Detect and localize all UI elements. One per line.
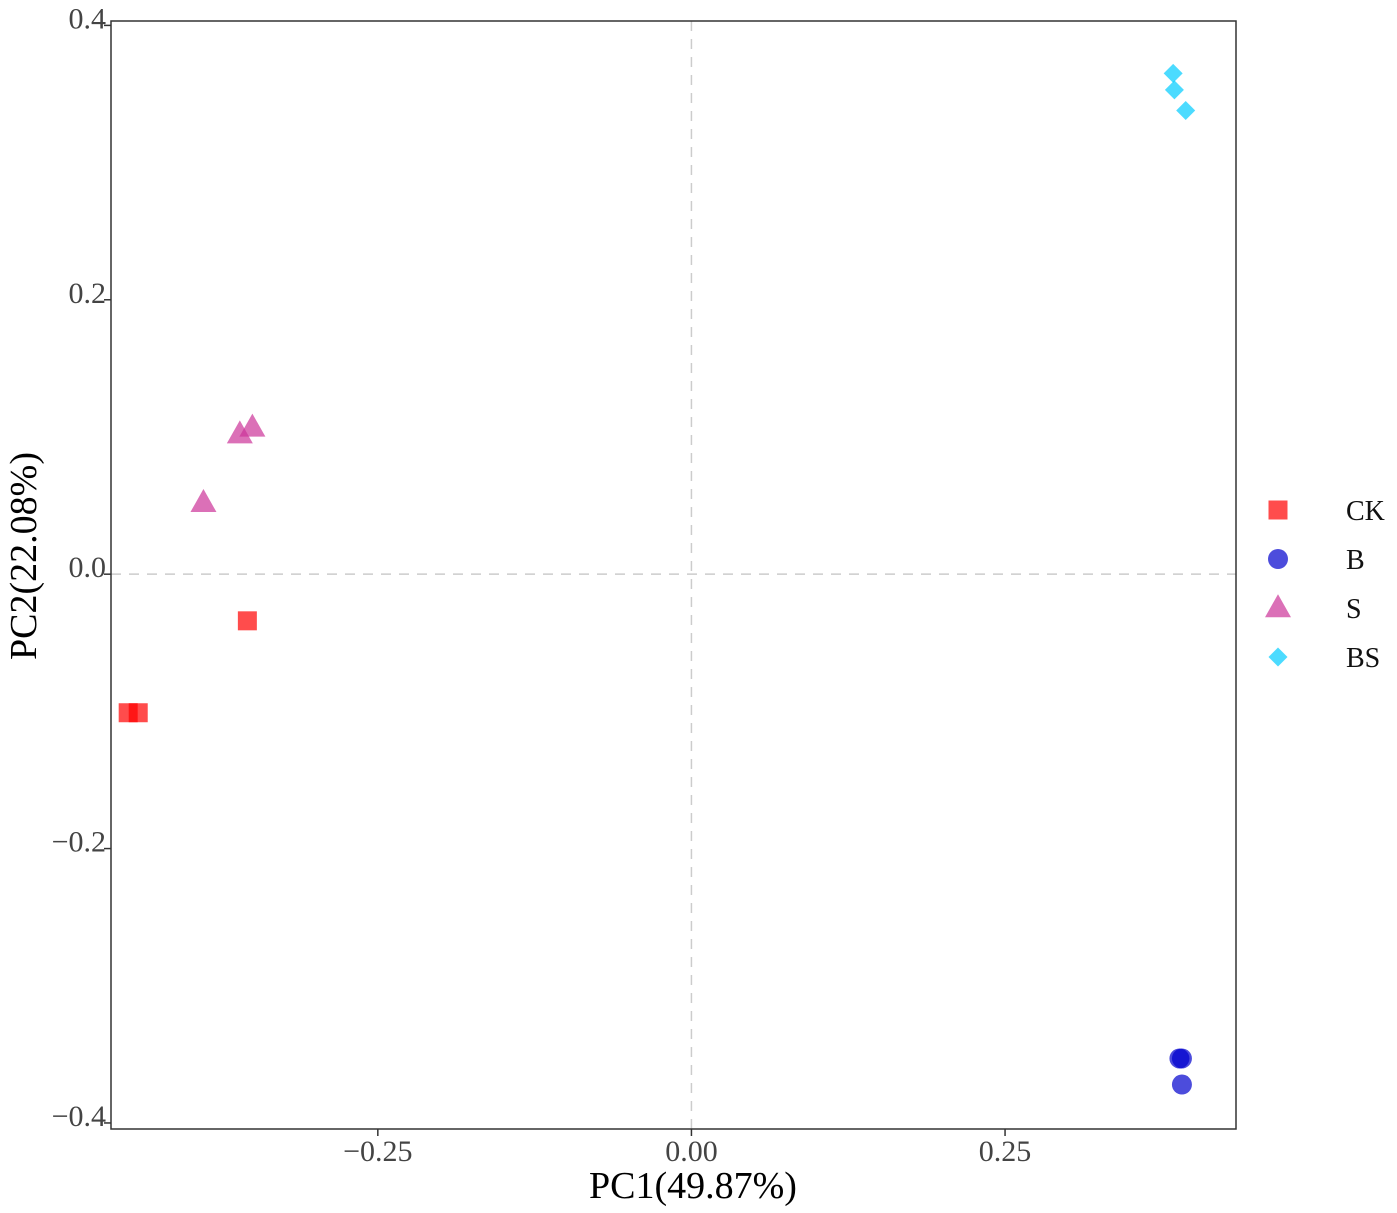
y-tick-label: 0.2 (69, 277, 107, 310)
point-b (1171, 1074, 1192, 1095)
legend-label-ck: CK (1346, 496, 1385, 527)
point-s (190, 489, 217, 513)
x-axis-ticks: −0.25 0.00 0.25 (343, 1129, 1031, 1168)
y-tick-label: 0.0 (69, 551, 107, 584)
point-s (239, 413, 266, 437)
point-ck (128, 703, 148, 723)
point-bs (1164, 80, 1184, 100)
legend-key-s (1265, 594, 1291, 618)
reference-lines (111, 21, 1236, 1129)
legend-label-bs: BS (1346, 643, 1380, 674)
y-tick-label: −0.2 (52, 826, 106, 859)
x-tick-label: 0.00 (665, 1135, 718, 1168)
point-s (226, 420, 253, 444)
plot-panel-border (110, 20, 1237, 1130)
point-bs (1163, 63, 1183, 83)
legend-label-s: S (1346, 594, 1362, 625)
y-axis-ticks: 0.4 0.2 0.0 −0.2 −0.4 (52, 2, 111, 1133)
data-points (118, 63, 1196, 1095)
point-bs (1176, 100, 1196, 120)
legend-key-ck (1268, 500, 1288, 520)
x-tick-label: 0.25 (979, 1135, 1032, 1168)
legend-label-b: B (1346, 545, 1365, 576)
y-axis-title: PC2(22.08%) (3, 452, 45, 660)
x-tick-label: −0.25 (343, 1135, 412, 1168)
point-b (1171, 1048, 1192, 1069)
legend-key-b (1268, 549, 1288, 569)
y-tick-label: −0.4 (52, 1100, 106, 1133)
y-tick-label: 0.4 (69, 2, 107, 35)
x-axis-title: PC1(49.87%) (589, 1165, 797, 1207)
legend: CK BS BS (1265, 496, 1385, 674)
point-ck (237, 611, 257, 631)
legend-key-bs (1268, 647, 1288, 667)
